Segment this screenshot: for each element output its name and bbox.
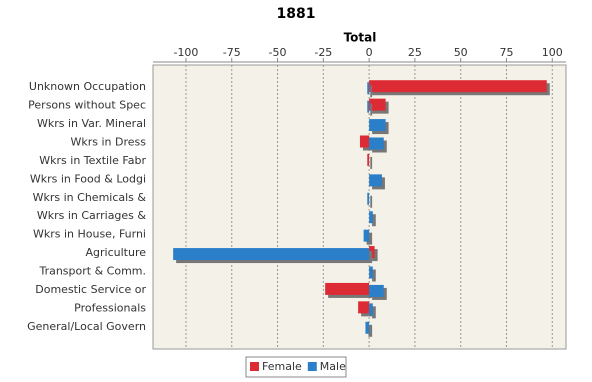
x-tick-label: 25 bbox=[408, 46, 422, 59]
y-tick-label: Wkrs in Dress bbox=[70, 136, 146, 149]
bar-shadow bbox=[372, 306, 376, 319]
y-tick-label: Wkrs in Chemicals & bbox=[33, 191, 147, 204]
bar-shadow bbox=[372, 249, 378, 262]
y-tick-label: Domestic Service or bbox=[35, 283, 146, 296]
bar bbox=[367, 82, 370, 95]
bar bbox=[369, 174, 382, 187]
bar bbox=[358, 301, 370, 314]
bar bbox=[369, 266, 373, 279]
bar-shadow bbox=[370, 103, 373, 116]
chart-title: 1881 bbox=[277, 6, 316, 22]
bar bbox=[367, 192, 370, 205]
y-tick-label: Wkrs in Food & Lodgi bbox=[30, 172, 146, 185]
bar bbox=[369, 137, 384, 150]
legend bbox=[245, 356, 347, 378]
x-tick-label: 75 bbox=[499, 46, 513, 59]
x-axis-label: Total bbox=[344, 31, 377, 45]
bar bbox=[369, 119, 386, 132]
y-tick-label: Wkrs in Textile Fabr bbox=[39, 154, 146, 167]
x-tick-label: -50 bbox=[269, 46, 287, 59]
bar-shadow bbox=[372, 269, 376, 282]
x-tick-label: 100 bbox=[542, 46, 563, 59]
legend-swatch bbox=[307, 362, 317, 371]
x-tick-label: -25 bbox=[314, 46, 332, 59]
y-tick-label: Wkrs in House, Furni bbox=[33, 228, 146, 241]
bar bbox=[325, 282, 370, 295]
y-tick-label: Persons without Spec bbox=[28, 99, 146, 112]
legend-label: Male bbox=[320, 360, 346, 373]
y-tick-label: Unknown Occupation bbox=[29, 80, 146, 93]
bar bbox=[367, 153, 370, 166]
y-tick-label: Professionals bbox=[74, 301, 146, 314]
bar bbox=[365, 321, 370, 334]
bar bbox=[359, 135, 370, 148]
bar bbox=[369, 284, 384, 297]
y-tick-label: Transport & Comm. bbox=[38, 265, 146, 278]
legend-swatch bbox=[250, 362, 259, 371]
bar bbox=[369, 98, 386, 111]
bar bbox=[367, 100, 370, 113]
bar-shadow bbox=[370, 195, 373, 208]
bar-shadow bbox=[368, 324, 373, 337]
x-tick-label: 50 bbox=[454, 46, 468, 59]
bar bbox=[173, 248, 370, 261]
bar bbox=[369, 211, 373, 224]
bar-shadow bbox=[370, 85, 373, 98]
y-tick-label: Agriculture bbox=[86, 246, 147, 259]
bar bbox=[363, 229, 370, 242]
x-tick-label: -100 bbox=[173, 46, 198, 59]
bar-shadow bbox=[372, 214, 376, 227]
x-tick-label: -75 bbox=[223, 46, 241, 59]
bar bbox=[369, 303, 373, 316]
bar-shadow bbox=[366, 232, 373, 245]
bar-shadow bbox=[370, 156, 373, 169]
x-tick-label: 0 bbox=[366, 46, 373, 59]
bar bbox=[369, 80, 547, 93]
legend-label: Female bbox=[262, 360, 302, 373]
y-tick-label: Wkrs in Carriages & bbox=[37, 209, 147, 222]
y-tick-label: General/Local Govern bbox=[27, 320, 146, 333]
y-tick-label: Wkrs in Var. Mineral bbox=[37, 117, 146, 130]
